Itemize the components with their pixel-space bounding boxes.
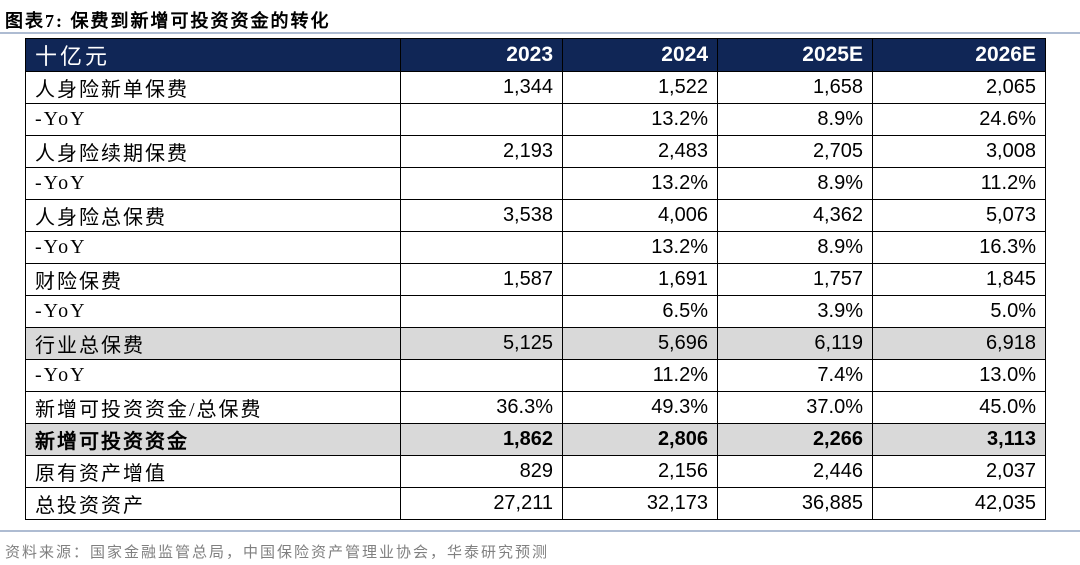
cell-2025E: 6,119 [717,327,873,360]
table-header-row: 十亿元 2023 2024 2025E 2026E [25,38,1046,72]
cell-2025E: 1,757 [717,263,873,296]
row-label: -YoY [25,295,401,328]
cell-2026E: 45.0% [872,391,1046,424]
cell-2026E: 5,073 [872,199,1046,232]
table-row: 财险保费 1,587 1,691 1,757 1,845 [25,263,1046,296]
row-label: 新增可投资资金/总保费 [25,391,401,424]
row-label: -YoY [25,167,401,200]
row-label: 新增可投资资金 [25,423,401,456]
cell-2024: 13.2% [562,103,718,136]
cell-2024: 49.3% [562,391,718,424]
cell-2024: 2,806 [562,423,718,456]
row-label: 人身险续期保费 [25,135,401,168]
cell-2023 [400,295,563,328]
footer-divider [0,530,1080,532]
row-label: 行业总保费 [25,327,401,360]
cell-2026E: 1,845 [872,263,1046,296]
row-label: 总投资资产 [25,487,401,520]
column-header-2026e: 2026E [872,38,1046,72]
cell-2023: 1,587 [400,263,563,296]
cell-2025E: 1,658 [717,71,873,104]
table-body: 人身险新单保费 1,344 1,522 1,658 2,065 -YoY 13.2% 8.9%… [25,71,1046,520]
table-row: 总投资资产 27,211 32,173 36,885 42,035 [25,487,1046,520]
table-row: 原有资产增值 829 2,156 2,446 2,037 [25,455,1046,488]
cell-2024: 2,156 [562,455,718,488]
cell-2024: 5,696 [562,327,718,360]
cell-2024: 11.2% [562,359,718,392]
cell-2025E: 8.9% [717,231,873,264]
cell-2025E: 36,885 [717,487,873,520]
table-row: 新增可投资资金/总保费 36.3% 49.3% 37.0% 45.0% [25,391,1046,424]
cell-2025E: 8.9% [717,103,873,136]
row-label: -YoY [25,103,401,136]
cell-2026E: 42,035 [872,487,1046,520]
cell-2023: 36.3% [400,391,563,424]
cell-2024: 1,691 [562,263,718,296]
cell-2025E: 4,362 [717,199,873,232]
table-row: -YoY 13.2% 8.9% 24.6% [25,103,1046,136]
column-header-2024: 2024 [562,38,718,72]
table-row: -YoY 11.2% 7.4% 13.0% [25,359,1046,392]
table-row: 行业总保费 5,125 5,696 6,119 6,918 [25,327,1046,360]
table-row: -YoY 13.2% 8.9% 11.2% [25,167,1046,200]
table-row: -YoY 13.2% 8.9% 16.3% [25,231,1046,264]
cell-2026E: 2,065 [872,71,1046,104]
table-row: 新增可投资资金 1,862 2,806 2,266 3,113 [25,423,1046,456]
cell-2023: 3,538 [400,199,563,232]
cell-2025E: 2,705 [717,135,873,168]
cell-2025E: 37.0% [717,391,873,424]
cell-2026E: 11.2% [872,167,1046,200]
cell-2026E: 6,918 [872,327,1046,360]
cell-2024: 32,173 [562,487,718,520]
title-divider [0,32,1080,34]
cell-2023: 2,193 [400,135,563,168]
cell-2026E: 3,113 [872,423,1046,456]
table-row: 人身险新单保费 1,344 1,522 1,658 2,065 [25,71,1046,104]
table-row: 人身险总保费 3,538 4,006 4,362 5,073 [25,199,1046,232]
cell-2023 [400,103,563,136]
cell-2024: 13.2% [562,167,718,200]
cell-2023: 1,344 [400,71,563,104]
row-label: 人身险新单保费 [25,71,401,104]
cell-2026E: 13.0% [872,359,1046,392]
cell-2023: 829 [400,455,563,488]
cell-2025E: 7.4% [717,359,873,392]
cell-2025E: 8.9% [717,167,873,200]
cell-2026E: 2,037 [872,455,1046,488]
row-label: -YoY [25,359,401,392]
cell-2024: 1,522 [562,71,718,104]
row-label: 原有资产增值 [25,455,401,488]
cell-2023: 5,125 [400,327,563,360]
column-header-2023: 2023 [400,38,563,72]
row-label: -YoY [25,231,401,264]
figure-title: 图表7: 保费到新增可投资资金的转化 [5,11,331,31]
column-header-2025e: 2025E [717,38,873,72]
cell-2024: 4,006 [562,199,718,232]
table-row: -YoY 6.5% 3.9% 5.0% [25,295,1046,328]
cell-2023: 1,862 [400,423,563,456]
cell-2024: 2,483 [562,135,718,168]
cell-2024: 6.5% [562,295,718,328]
unit-header: 十亿元 [25,38,401,72]
cell-2026E: 5.0% [872,295,1046,328]
data-table: 十亿元 2023 2024 2025E 2026E 人身险新单保费 1,344 1,… [25,38,1046,520]
cell-2023 [400,167,563,200]
row-label: 财险保费 [25,263,401,296]
cell-2025E: 3.9% [717,295,873,328]
cell-2024: 13.2% [562,231,718,264]
cell-2025E: 2,446 [717,455,873,488]
cell-2023 [400,231,563,264]
source-note: 资料来源：国家金融监管总局，中国保险资产管理业协会，华泰研究预测 [5,545,550,561]
cell-2026E: 16.3% [872,231,1046,264]
row-label: 人身险总保费 [25,199,401,232]
cell-2026E: 3,008 [872,135,1046,168]
cell-2023 [400,359,563,392]
cell-2023: 27,211 [400,487,563,520]
cell-2025E: 2,266 [717,423,873,456]
cell-2026E: 24.6% [872,103,1046,136]
table-row: 人身险续期保费 2,193 2,483 2,705 3,008 [25,135,1046,168]
